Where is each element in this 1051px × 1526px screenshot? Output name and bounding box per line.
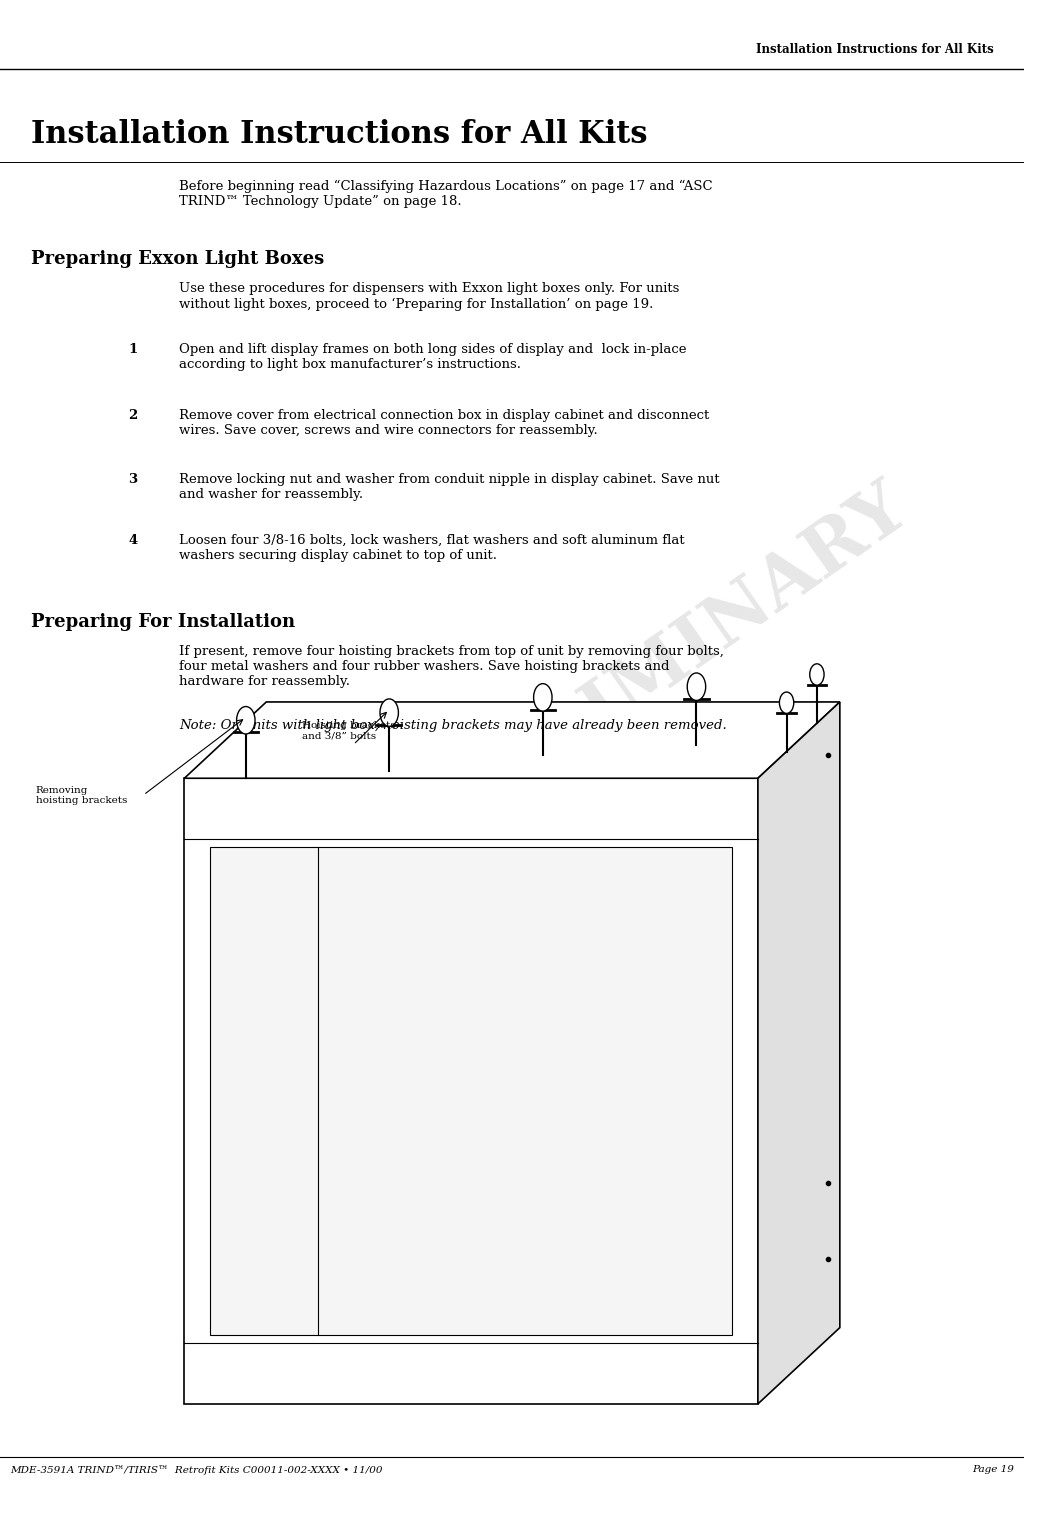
Circle shape: [534, 684, 552, 711]
Text: Open and lift display frames on both long sides of display and  lock in-place
ac: Open and lift display frames on both lon…: [180, 343, 686, 371]
Text: 1: 1: [128, 343, 138, 357]
Text: Hoisting brackets
and 3/8” bolts: Hoisting brackets and 3/8” bolts: [302, 720, 396, 740]
Text: 2: 2: [128, 409, 138, 423]
Text: PRELIMINARY: PRELIMINARY: [389, 470, 921, 873]
Circle shape: [687, 673, 705, 700]
Circle shape: [236, 707, 255, 734]
Text: Loosen four 3/8-16 bolts, lock washers, flat washers and soft aluminum flat
wash: Loosen four 3/8-16 bolts, lock washers, …: [180, 534, 685, 562]
Text: Installation Instructions for All Kits: Installation Instructions for All Kits: [30, 119, 647, 150]
Text: 3: 3: [128, 473, 137, 487]
Text: 4: 4: [128, 534, 138, 548]
Circle shape: [780, 693, 794, 714]
Text: Installation Instructions for All Kits: Installation Instructions for All Kits: [756, 43, 993, 56]
Circle shape: [380, 699, 398, 726]
Text: Removing
hoisting brackets: Removing hoisting brackets: [36, 786, 127, 806]
Polygon shape: [210, 847, 733, 1335]
Text: If present, remove four hoisting brackets from top of unit by removing four bolt: If present, remove four hoisting bracket…: [180, 645, 724, 688]
Text: Use these procedures for dispensers with Exxon light boxes only. For units
witho: Use these procedures for dispensers with…: [180, 282, 680, 311]
Text: Preparing Exxon Light Boxes: Preparing Exxon Light Boxes: [30, 250, 324, 269]
Text: Note: On units with light box, hoisting brackets may have already been removed.: Note: On units with light box, hoisting …: [180, 719, 727, 732]
Text: Before beginning read “Classifying Hazardous Locations” on page 17 and “ASC
TRIN: Before beginning read “Classifying Hazar…: [180, 180, 713, 209]
Polygon shape: [184, 778, 758, 1404]
Text: Remove cover from electrical connection box in display cabinet and disconnect
wi: Remove cover from electrical connection …: [180, 409, 709, 436]
Polygon shape: [184, 702, 840, 778]
Text: Preparing For Installation: Preparing For Installation: [30, 613, 295, 632]
Text: MDE-3591A TRIND™/TIRIS™  Retrofit Kits C00011-002-XXXX • 11/00: MDE-3591A TRIND™/TIRIS™ Retrofit Kits C0…: [11, 1465, 383, 1474]
Circle shape: [809, 664, 824, 685]
Text: FCC 11/30: FCC 11/30: [430, 688, 740, 929]
Polygon shape: [758, 702, 840, 1404]
Text: Page 19: Page 19: [972, 1465, 1014, 1474]
Text: Remove locking nut and washer from conduit nipple in display cabinet. Save nut
a: Remove locking nut and washer from condu…: [180, 473, 720, 501]
